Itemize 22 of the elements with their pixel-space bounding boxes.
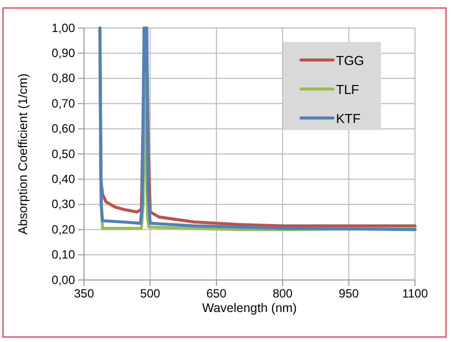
y-tick-label: 0,80 bbox=[52, 71, 76, 86]
x-tick-label: 350 bbox=[74, 286, 94, 301]
y-tick-label: 0,30 bbox=[52, 197, 76, 212]
legend-label: KTF bbox=[336, 111, 361, 126]
y-tick-label: 0,60 bbox=[52, 122, 76, 136]
x-tick-label: 500 bbox=[140, 286, 161, 301]
legend-label: TLF bbox=[336, 82, 360, 97]
y-tick-label: 0,90 bbox=[52, 46, 76, 60]
y-tick-label: 0,70 bbox=[52, 96, 76, 110]
y-tick-label: 0,10 bbox=[52, 248, 76, 262]
x-tick-label: 800 bbox=[272, 286, 293, 301]
y-tick-label: 0,50 bbox=[52, 146, 76, 161]
legend-label: TGG bbox=[336, 53, 364, 68]
y-tick-label: 1,00 bbox=[52, 20, 76, 35]
y-tick-label: 0,20 bbox=[52, 222, 76, 236]
y-tick-label: 0,00 bbox=[52, 272, 76, 287]
y-axis-title: Absorption Coefficient (1/cm) bbox=[16, 74, 30, 234]
x-axis-title: Wavelength (nm) bbox=[202, 301, 297, 315]
x-tick-label: 950 bbox=[338, 286, 360, 301]
y-tick-label: 0,40 bbox=[52, 172, 76, 186]
x-tick-label: 650 bbox=[206, 286, 227, 301]
x-tick-label: 1100 bbox=[402, 286, 428, 301]
